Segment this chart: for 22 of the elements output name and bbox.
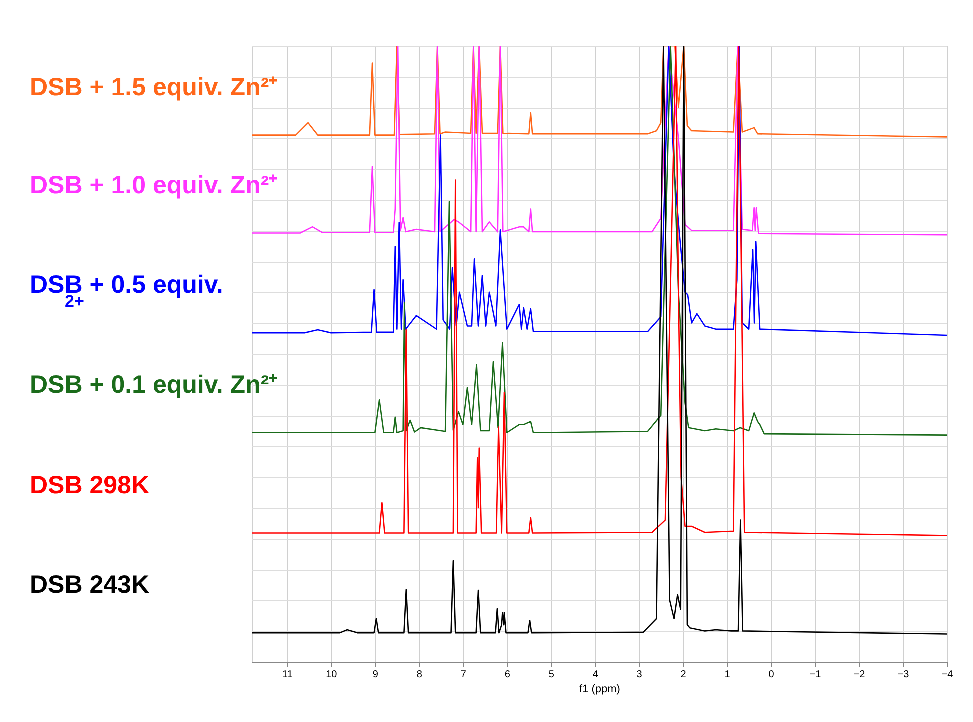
x-tick-label: 1 xyxy=(724,670,731,680)
x-tick-label: 6 xyxy=(504,670,511,680)
x-tick-label: −1 xyxy=(810,670,822,680)
series-label: DSB + 0.1 equiv. Zn²⁺ xyxy=(30,370,278,399)
x-tick-label: 2 xyxy=(680,670,687,680)
x-tick-label: −3 xyxy=(898,670,910,680)
x-tick-label: 0 xyxy=(768,670,775,680)
x-tick-label: 5 xyxy=(548,670,555,680)
x-tick-label: 9 xyxy=(372,670,379,680)
text: DSB 243K xyxy=(30,571,150,600)
x-tick-label: −2 xyxy=(854,670,866,680)
x-axis-title: f1 (ppm) xyxy=(580,684,620,696)
series-label: DSB + 1.5 equiv. Zn²⁺ xyxy=(30,73,278,102)
x-tick-label: 4 xyxy=(592,670,599,680)
x-tick-label: 7 xyxy=(460,670,467,680)
text: DSB 298K xyxy=(30,471,150,500)
x-tick-label: 3 xyxy=(636,670,643,680)
series-label: DSB + 1.0 equiv. Zn²⁺ xyxy=(30,171,278,200)
x-tick-label: 8 xyxy=(416,670,423,680)
x-tick-label: 11 xyxy=(282,670,294,680)
x-tick-label: 10 xyxy=(326,670,338,680)
x-tick-label: −4 xyxy=(942,670,954,680)
